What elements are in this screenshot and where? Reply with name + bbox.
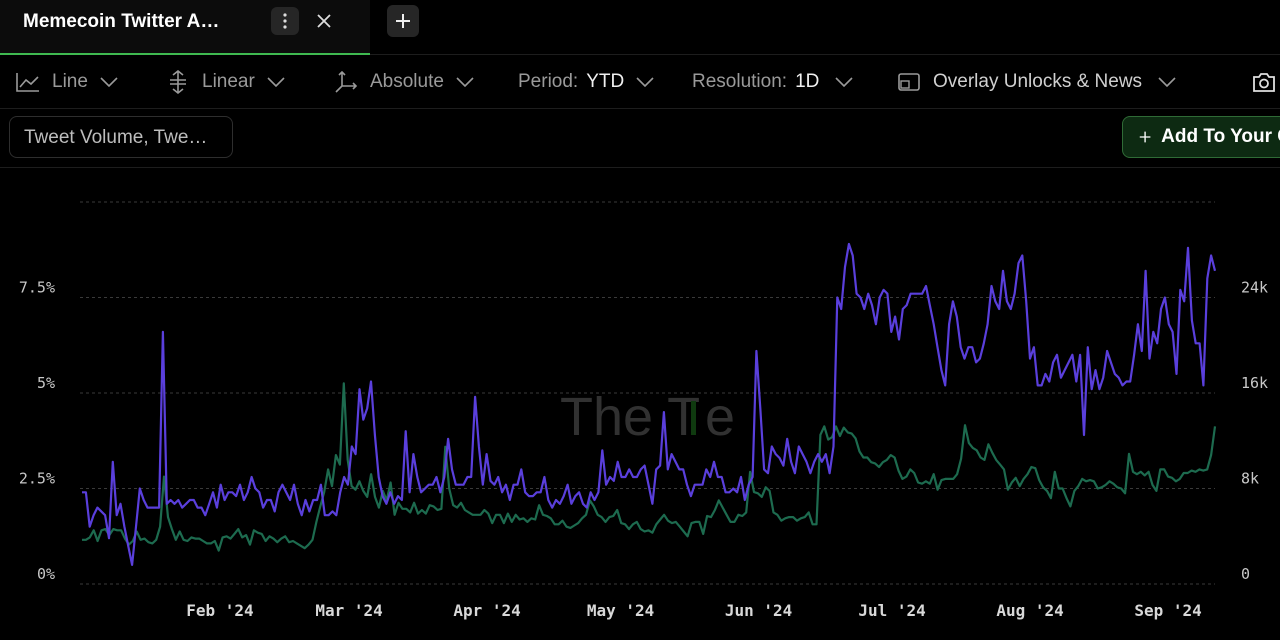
resolution-dropdown[interactable]: Resolution: 1D — [692, 69, 853, 95]
overlay-icon — [898, 73, 920, 91]
watermark: The T e — [560, 387, 735, 447]
add-button-label: Add To Your C — [1161, 126, 1280, 147]
right-tick-label: 8k — [1241, 470, 1259, 488]
more-options-icon[interactable] — [271, 7, 299, 35]
x-tick-label: Jul '24 — [858, 601, 925, 620]
tab-title: Memecoin Twitter A… — [23, 11, 220, 32]
tab-bar: Memecoin Twitter A… — [0, 0, 1280, 55]
right-tick-label: 16k — [1241, 374, 1268, 392]
close-icon[interactable] — [310, 7, 338, 35]
scale-icon — [170, 70, 186, 94]
right-tick-label: 0 — [1241, 565, 1250, 583]
x-tick-label: Sep '24 — [1134, 601, 1201, 620]
overlay-label: Overlay Unlocks & News — [933, 71, 1143, 92]
axes-icon — [335, 70, 358, 93]
x-tick-label: Jun '24 — [725, 601, 792, 620]
watermark-bar — [691, 401, 696, 435]
x-tick-label: May '24 — [587, 601, 654, 620]
x-tick-label: Aug '24 — [996, 601, 1063, 620]
watermark-text-a: The T — [560, 387, 700, 447]
chart-type-dropdown[interactable]: Line — [16, 69, 118, 95]
left-axis: 0% 2.5% 5% 7.5% — [19, 279, 55, 584]
series-line-green[interactable] — [82, 382, 1217, 552]
chevron-down-icon — [100, 77, 118, 87]
metrics-selector[interactable]: Tweet Volume, Twe… — [9, 116, 233, 158]
watermark-text-b: e — [705, 387, 735, 447]
chart-type-value: Line — [52, 71, 88, 92]
series-layer — [82, 242, 1217, 566]
left-tick-label: 5% — [37, 374, 55, 392]
x-axis: Feb '24 Mar '24 Apr '24 May '24 Jun '24 Jul '… — [186, 601, 1201, 620]
mode-value: Absolute — [370, 71, 444, 92]
plus-icon — [1139, 131, 1151, 143]
chevron-down-icon — [456, 77, 474, 87]
right-tick-label: 24k — [1241, 279, 1268, 297]
scale-value: Linear — [202, 71, 255, 92]
tab-memecoin-twitter[interactable]: Memecoin Twitter A… — [0, 0, 370, 55]
period-value: YTD — [586, 71, 625, 92]
left-tick-label: 7.5% — [19, 279, 55, 297]
period-dropdown[interactable]: Period: YTD — [518, 69, 654, 95]
metrics-row: Tweet Volume, Twe… Add To Your C — [0, 109, 1280, 168]
chevron-down-icon — [636, 77, 654, 87]
right-axis: 0 8k 16k 24k — [1241, 279, 1268, 584]
chevron-down-icon — [835, 77, 853, 87]
chevron-down-icon — [1158, 77, 1176, 87]
left-tick-label: 0% — [37, 565, 55, 583]
period-label: Period: — [518, 71, 579, 92]
chart-toolbar: Line Linear Absolute Period: YTD Resolut… — [0, 55, 1280, 109]
mode-dropdown[interactable]: Absolute — [334, 69, 474, 95]
chart-area: The T e 0% 2.5% 5% 7.5% 0 8k 16k 24k Feb '24 Ma… — [19, 201, 1268, 620]
overlay-dropdown[interactable]: Overlay Unlocks & News — [898, 69, 1176, 95]
new-tab-button[interactable] — [387, 5, 419, 37]
chevron-down-icon — [267, 77, 285, 87]
left-tick-label: 2.5% — [19, 470, 55, 488]
line-chart-icon — [16, 73, 39, 92]
series-line-purple[interactable] — [82, 242, 1217, 566]
resolution-label: Resolution: — [692, 71, 788, 92]
camera-icon[interactable] — [1252, 69, 1276, 95]
add-to-dashboard-button[interactable]: Add To Your C — [1122, 116, 1280, 158]
x-tick-label: Feb '24 — [186, 601, 253, 620]
x-tick-label: Mar '24 — [315, 601, 382, 620]
x-tick-label: Apr '24 — [453, 601, 520, 620]
scale-dropdown[interactable]: Linear — [168, 69, 285, 95]
resolution-value: 1D — [795, 71, 820, 92]
